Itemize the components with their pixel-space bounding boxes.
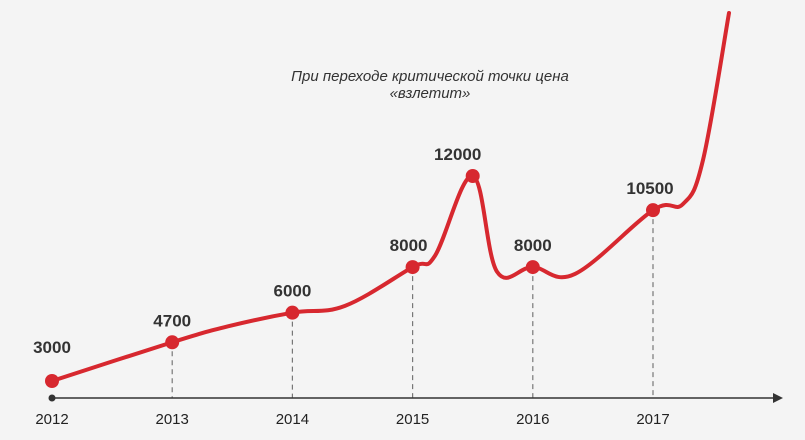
data-label: 4700 bbox=[153, 311, 191, 330]
data-label: 10500 bbox=[626, 179, 673, 198]
x-tick-label: 2016 bbox=[516, 411, 549, 428]
x-axis-arrow-icon bbox=[773, 393, 783, 403]
data-point-3000 bbox=[45, 374, 59, 388]
chart-annotation: При переходе критической точки цена «взл… bbox=[291, 68, 569, 102]
data-point-6000 bbox=[285, 305, 300, 320]
x-tick-label: 2017 bbox=[636, 411, 669, 428]
x-tick-label: 2012 bbox=[35, 411, 68, 428]
data-label: 8000 bbox=[390, 236, 428, 255]
x-tick-label: 2014 bbox=[276, 411, 309, 428]
data-point-8000 bbox=[405, 260, 420, 275]
data-point-4700 bbox=[165, 335, 180, 350]
data-point-8000 bbox=[525, 260, 540, 275]
data-label: 3000 bbox=[33, 338, 71, 357]
data-label: 6000 bbox=[273, 282, 311, 301]
data-point-10500 bbox=[646, 203, 660, 218]
x-tick-label: 2013 bbox=[156, 411, 189, 428]
x-tick-label: 2015 bbox=[396, 411, 429, 428]
data-label: 8000 bbox=[514, 236, 552, 255]
x-axis-origin-dot bbox=[48, 394, 56, 402]
data-point-12000 bbox=[465, 169, 480, 183]
data-label: 12000 bbox=[434, 145, 481, 164]
